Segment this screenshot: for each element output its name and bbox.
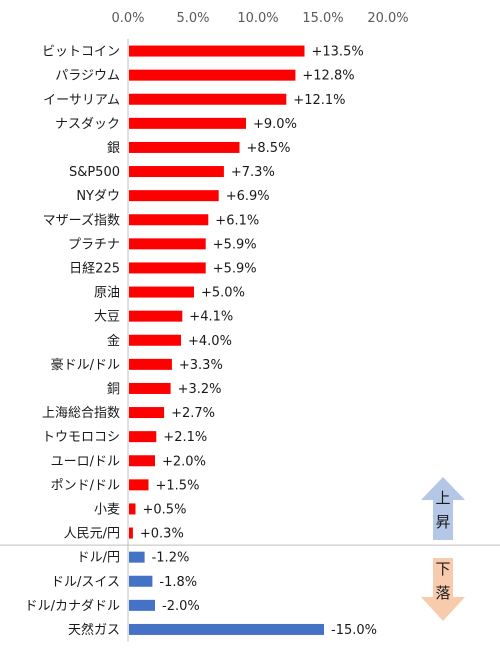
- data-label: +4.1%: [189, 310, 233, 325]
- category-label: ドル/円: [77, 551, 120, 566]
- data-label: +3.3%: [179, 358, 223, 373]
- data-label: -1.8%: [159, 575, 197, 590]
- x-tick-label: 20.0%: [367, 11, 408, 26]
- category-label: NYダウ: [76, 189, 120, 204]
- data-label: +5.9%: [213, 237, 257, 252]
- data-label: +6.9%: [226, 189, 270, 204]
- bars: [129, 45, 324, 635]
- down-char-1: 下: [435, 560, 450, 578]
- x-tick-label: 0.0%: [111, 11, 144, 26]
- data-label: -1.2%: [152, 551, 190, 566]
- bar: [129, 382, 171, 394]
- down-char-2: 落: [435, 584, 450, 602]
- bar: [129, 623, 324, 635]
- data-label: -2.0%: [162, 599, 200, 614]
- bar: [129, 190, 219, 202]
- category-label: プラチナ: [68, 237, 120, 252]
- bar: [129, 455, 155, 467]
- category-label: 金: [107, 333, 120, 349]
- category-label: ドル/カナダドル: [25, 599, 120, 614]
- data-label: -15.0%: [331, 623, 377, 638]
- data-label: +9.0%: [253, 117, 297, 132]
- category-label: 銀: [107, 141, 120, 156]
- category-label: ポンド/ドル: [51, 478, 120, 493]
- bar: [129, 407, 165, 419]
- bar: [129, 93, 287, 105]
- data-label: +7.3%: [231, 165, 275, 180]
- category-label: 豪ドル/ドル: [51, 357, 120, 373]
- x-axis-ticks: 0.0% 5.0% 10.0% 15.0% 20.0%: [111, 11, 408, 26]
- data-label: +2.7%: [171, 406, 215, 421]
- bar: [129, 69, 296, 81]
- bar: [129, 431, 157, 443]
- bar: [129, 479, 149, 491]
- data-label: +3.2%: [178, 382, 222, 397]
- x-tick-label: 15.0%: [302, 11, 343, 26]
- data-label: +0.3%: [140, 527, 184, 542]
- bar: [129, 262, 206, 274]
- category-label: 銅: [107, 382, 120, 397]
- category-label: 人民元/円: [64, 527, 120, 542]
- bar: [129, 45, 305, 57]
- data-label: +8.5%: [247, 141, 291, 156]
- data-label: +6.1%: [215, 213, 259, 228]
- bar: [129, 551, 145, 563]
- data-label: +0.5%: [143, 502, 187, 517]
- category-label: 日経225: [69, 261, 120, 276]
- category-label: 天然ガス: [68, 622, 120, 638]
- bar: [129, 141, 240, 153]
- down-arrow-shape: [421, 558, 465, 621]
- bar: [129, 238, 206, 250]
- bar: [129, 599, 155, 611]
- bar: [129, 166, 224, 178]
- down-arrow-annotation: 下 落: [421, 558, 465, 621]
- bar: [129, 358, 172, 370]
- data-label: +12.8%: [302, 69, 354, 84]
- up-char-1: 上: [435, 489, 450, 507]
- category-label: S&P500: [69, 165, 120, 180]
- x-tick-label: 10.0%: [237, 11, 278, 26]
- category-label: ナスダック: [55, 117, 120, 132]
- category-label: ビットコイン: [42, 45, 120, 60]
- up-char-2: 昇: [435, 513, 450, 531]
- bar: [129, 117, 246, 129]
- bar: [129, 214, 209, 226]
- category-label: 小麦: [94, 502, 120, 517]
- bar: [129, 575, 153, 587]
- data-label: +5.9%: [213, 261, 257, 276]
- category-label: トウモロコシ: [42, 430, 120, 445]
- category-label: イーサリアム: [43, 93, 120, 108]
- up-arrow-annotation: 上 昇: [421, 477, 465, 540]
- data-label: +13.5%: [312, 45, 364, 60]
- bar: [129, 286, 194, 298]
- category-label: パラジウム: [55, 69, 120, 84]
- category-label: 大豆: [94, 310, 120, 325]
- data-label: +5.0%: [201, 286, 245, 301]
- data-label: +12.1%: [293, 93, 345, 108]
- bar: [129, 527, 133, 539]
- data-label: +2.0%: [162, 454, 206, 469]
- data-label: +2.1%: [163, 430, 207, 445]
- category-label: 原油: [94, 286, 120, 301]
- data-labels: +13.5% +12.8% +12.1% +9.0% +8.5% +7.3% +6.9% +6…: [140, 45, 377, 638]
- category-label: ドル/スイス: [51, 575, 120, 590]
- data-label: +1.5%: [156, 478, 200, 493]
- x-tick-label: 5.0%: [176, 11, 209, 26]
- data-label: +4.0%: [188, 334, 232, 349]
- bar: [129, 310, 183, 322]
- bar: [129, 503, 136, 515]
- bar: [129, 334, 181, 346]
- category-label: マザーズ指数: [43, 212, 120, 228]
- up-arrow-shape: [421, 477, 465, 540]
- category-label: 上海総合指数: [42, 406, 120, 421]
- category-label: ユーロ/ドル: [51, 454, 120, 469]
